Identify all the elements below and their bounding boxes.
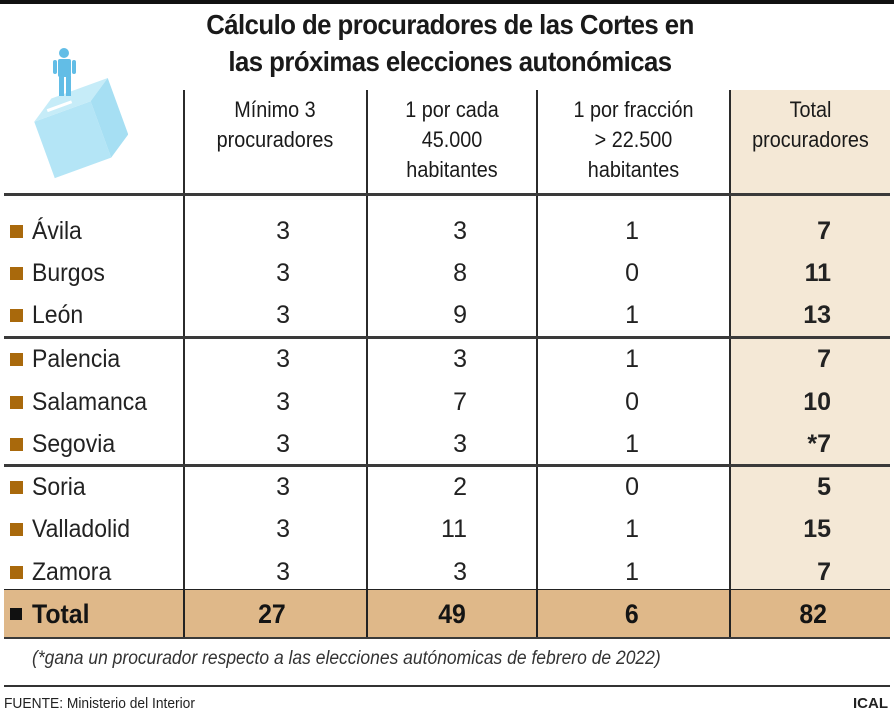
total-per-45000: 49 <box>438 599 466 629</box>
total-bottom-rule <box>4 637 890 639</box>
fraction-value: 1 <box>625 301 639 329</box>
total-column-background <box>731 90 890 639</box>
column-divider <box>536 90 538 639</box>
province-name: Valladolid <box>32 515 131 543</box>
column-divider <box>183 90 185 639</box>
fraction-value: 1 <box>625 430 639 458</box>
square-bullet-icon <box>10 438 23 451</box>
square-bullet-icon <box>10 396 23 409</box>
total-value: *7 <box>807 430 831 458</box>
square-bullet-icon <box>10 309 23 322</box>
table-row: Soria 3 2 0 5 <box>0 466 894 508</box>
per-45000-value: 3 <box>453 217 467 245</box>
square-bullet-icon <box>10 608 22 620</box>
total-value: 5 <box>817 473 831 501</box>
total-fraction: 6 <box>624 599 639 629</box>
fraction-value: 1 <box>625 558 639 586</box>
minimum-value: 3 <box>276 259 290 287</box>
fraction-value: 1 <box>625 345 639 373</box>
province-name: Burgos <box>32 259 105 287</box>
total-value: 15 <box>803 515 831 543</box>
minimum-value: 3 <box>276 345 290 373</box>
total-minimum: 27 <box>258 599 286 629</box>
square-bullet-icon <box>10 523 23 536</box>
province-name: Zamora <box>32 558 112 586</box>
column-divider <box>536 590 538 638</box>
header-divider <box>4 193 890 196</box>
column-header-fraction: 1 por fracción > 22.500 habitantes <box>573 97 694 182</box>
column-divider <box>729 90 731 639</box>
per-45000-value: 3 <box>453 430 467 458</box>
table-row: León 3 9 1 13 <box>0 294 894 336</box>
province-name: León <box>32 301 84 329</box>
minimum-value: 3 <box>276 473 290 501</box>
per-45000-value: 2 <box>453 473 467 501</box>
group-divider <box>4 464 890 467</box>
page-title: Cálculo de procuradores de las Cortes en… <box>174 6 726 80</box>
fraction-value: 1 <box>625 217 639 245</box>
column-divider <box>183 590 185 638</box>
total-value: 7 <box>817 345 831 373</box>
fraction-value: 1 <box>625 515 639 543</box>
column-header-per-45000: 1 por cada 45.000 habitantes <box>405 97 499 182</box>
per-45000-value: 3 <box>453 345 467 373</box>
per-45000-value: 9 <box>453 301 467 329</box>
province-name: Salamanca <box>32 388 148 416</box>
square-bullet-icon <box>10 267 23 280</box>
total-value: 10 <box>803 388 831 416</box>
minimum-value: 3 <box>276 388 290 416</box>
total-total: 82 <box>799 599 827 629</box>
column-header-total: Total procuradores <box>752 97 869 152</box>
total-value: 11 <box>804 259 831 287</box>
minimum-value: 3 <box>276 430 290 458</box>
source-text: FUENTE: Ministerio del Interior <box>4 695 195 712</box>
total-value: 7 <box>817 217 831 245</box>
minimum-value: 3 <box>276 301 290 329</box>
table-row: Zamora 3 3 1 7 <box>0 551 894 593</box>
fraction-value: 0 <box>625 473 639 501</box>
column-divider <box>366 90 368 639</box>
total-row: Total 27 49 6 82 <box>4 590 890 638</box>
minimum-value: 3 <box>276 515 290 543</box>
per-45000-value: 8 <box>453 259 467 287</box>
table-row: Ávila 3 3 1 7 <box>0 210 894 252</box>
column-divider <box>366 590 368 638</box>
column-header-minimum: Mínimo 3 procuradores <box>216 97 334 152</box>
fraction-value: 0 <box>625 259 639 287</box>
bottom-rule <box>4 685 890 687</box>
square-bullet-icon <box>10 566 23 579</box>
total-value: 13 <box>803 301 831 329</box>
total-label: Total <box>32 599 90 629</box>
province-name: Soria <box>32 473 86 501</box>
top-bar <box>0 0 894 4</box>
footnote: (*gana un procurador respecto a las elec… <box>32 648 661 669</box>
square-bullet-icon <box>10 225 23 238</box>
title-line-2: las próximas elecciones autonómicas <box>228 46 672 77</box>
total-value: 7 <box>817 558 831 586</box>
group-divider <box>4 336 890 339</box>
table-row: Segovia 3 3 1 *7 <box>0 423 894 465</box>
square-bullet-icon <box>10 481 23 494</box>
table-row: Salamanca 3 7 0 10 <box>0 381 894 423</box>
table-row: Palencia 3 3 1 7 <box>0 338 894 380</box>
per-45000-value: 11 <box>441 515 467 543</box>
per-45000-value: 7 <box>453 388 467 416</box>
credit-text: ICAL <box>853 695 888 712</box>
title-line-1: Cálculo de procuradores de las Cortes en <box>206 9 694 40</box>
province-name: Ávila <box>32 217 82 245</box>
ballot-box-icon <box>34 48 128 179</box>
per-45000-value: 3 <box>453 558 467 586</box>
province-name: Segovia <box>32 430 116 458</box>
table-row: Burgos 3 8 0 11 <box>0 252 894 294</box>
fraction-value: 0 <box>625 388 639 416</box>
minimum-value: 3 <box>276 558 290 586</box>
minimum-value: 3 <box>276 217 290 245</box>
column-divider <box>729 590 731 638</box>
table-row: Valladolid 3 11 1 15 <box>0 508 894 550</box>
province-name: Palencia <box>32 345 121 373</box>
square-bullet-icon <box>10 353 23 366</box>
